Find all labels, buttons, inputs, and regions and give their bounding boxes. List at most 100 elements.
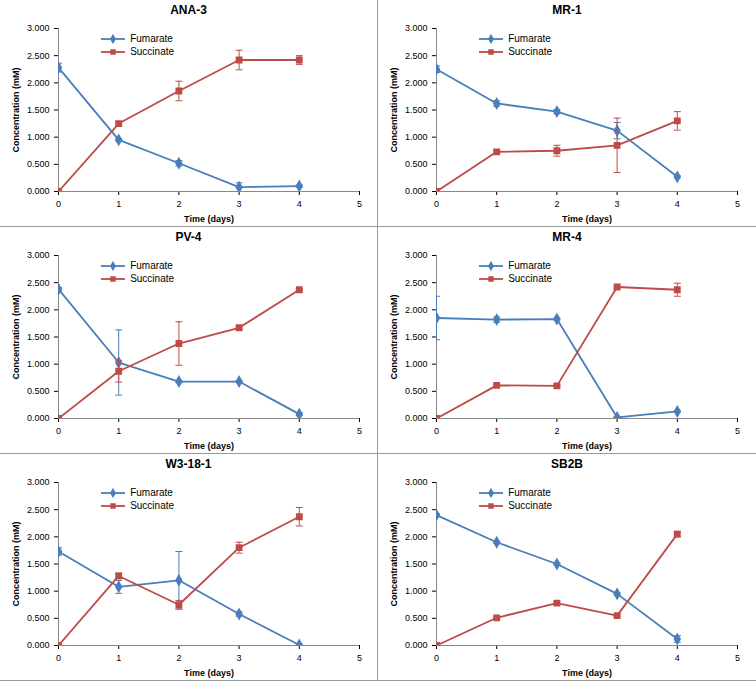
svg-text:1.000: 1.000 [27,586,50,596]
svg-text:4: 4 [675,426,680,436]
svg-text:3.000: 3.000 [405,477,428,487]
svg-text:2.500: 2.500 [405,505,428,515]
svg-text:Concentration (mM): Concentration (mM) [389,68,399,153]
svg-text:2.000: 2.000 [27,532,50,542]
svg-text:2.500: 2.500 [27,278,50,288]
svg-text:3: 3 [237,199,242,209]
svg-text:4: 4 [297,426,302,436]
svg-text:1: 1 [116,653,121,663]
svg-text:1.000: 1.000 [27,359,50,369]
svg-text:0: 0 [434,653,439,663]
html-text:PV-4: PV-4 [175,230,202,244]
svg-text:3: 3 [237,653,242,663]
svg-text:1.500: 1.500 [27,332,50,342]
svg-text:0: 0 [434,426,439,436]
svg-text:0.000: 0.000 [27,413,50,423]
svg-text:2: 2 [554,199,559,209]
svg-text:Time (days): Time (days) [184,214,234,224]
svg-text:Time (days): Time (days) [184,668,234,678]
svg-text:2: 2 [176,426,181,436]
svg-text:1: 1 [494,653,499,663]
svg-text:4: 4 [675,199,680,209]
svg-text:1: 1 [494,199,499,209]
svg-text:3.000: 3.000 [27,477,50,487]
svg-text:2: 2 [554,653,559,663]
svg-text:2.500: 2.500 [27,51,50,61]
svg-text:Concentration (mM): Concentration (mM) [389,295,399,380]
svg-text:0.500: 0.500 [405,159,428,169]
html-text:Succinate: Succinate [508,46,552,57]
svg-text:0: 0 [56,426,61,436]
svg-text:1.500: 1.500 [27,559,50,569]
svg-text:2: 2 [176,653,181,663]
svg-text:2.500: 2.500 [405,51,428,61]
svg-text:2.000: 2.000 [405,532,428,542]
svg-text:5: 5 [357,199,362,209]
svg-text:Concentration (mM): Concentration (mM) [11,522,21,607]
svg-text:5: 5 [735,199,740,209]
html-text:Fumarate: Fumarate [130,33,173,44]
svg-text:4: 4 [297,199,302,209]
svg-text:1: 1 [116,199,121,209]
html-text:SB2B: SB2B [551,457,583,471]
svg-text:1.000: 1.000 [405,132,428,142]
svg-text:4: 4 [675,653,680,663]
svg-text:2: 2 [176,199,181,209]
svg-text:2: 2 [554,426,559,436]
svg-text:2.500: 2.500 [27,505,50,515]
svg-text:1.500: 1.500 [405,105,428,115]
svg-text:3.000: 3.000 [405,250,428,260]
svg-text:5: 5 [735,653,740,663]
svg-text:5: 5 [735,426,740,436]
svg-text:Time (days): Time (days) [562,214,612,224]
svg-text:3.000: 3.000 [405,23,428,33]
svg-text:2.000: 2.000 [405,305,428,315]
svg-text:3: 3 [615,426,620,436]
svg-text:0: 0 [56,653,61,663]
svg-text:3: 3 [615,199,620,209]
svg-text:2.000: 2.000 [27,305,50,315]
html-text:ANA-3: ANA-3 [170,3,207,17]
svg-text:0.500: 0.500 [27,159,50,169]
svg-text:0.500: 0.500 [27,386,50,396]
svg-text:0.000: 0.000 [405,186,428,196]
svg-text:5: 5 [357,426,362,436]
html-text:Fumarate: Fumarate [508,33,551,44]
svg-text:3: 3 [615,653,620,663]
svg-text:1: 1 [116,426,121,436]
svg-text:0.500: 0.500 [405,386,428,396]
svg-text:2.500: 2.500 [405,278,428,288]
svg-text:Concentration (mM): Concentration (mM) [11,68,21,153]
svg-text:1.500: 1.500 [27,105,50,115]
svg-text:0.000: 0.000 [27,640,50,650]
svg-text:0: 0 [56,199,61,209]
svg-text:1.500: 1.500 [405,559,428,569]
svg-text:Concentration (mM): Concentration (mM) [389,522,399,607]
svg-text:Concentration (mM): Concentration (mM) [11,295,21,380]
svg-text:0: 0 [434,199,439,209]
svg-text:5: 5 [357,653,362,663]
html-text:W3-18-1: W3-18-1 [165,457,212,471]
svg-text:0.000: 0.000 [405,413,428,423]
svg-text:3.000: 3.000 [27,23,50,33]
svg-text:0.000: 0.000 [27,186,50,196]
svg-text:Time (days): Time (days) [184,441,234,451]
svg-text:1.000: 1.000 [405,359,428,369]
html-text:MR-4: MR-4 [552,230,582,244]
svg-text:1.000: 1.000 [27,132,50,142]
svg-text:1.000: 1.000 [405,586,428,596]
html-text:Succinate: Succinate [130,46,174,57]
svg-text:Time (days): Time (days) [562,668,612,678]
svg-text:1: 1 [494,426,499,436]
svg-text:0.500: 0.500 [27,613,50,623]
svg-text:Time (days): Time (days) [562,441,612,451]
svg-text:4: 4 [297,653,302,663]
svg-text:1.500: 1.500 [405,332,428,342]
svg-text:0.500: 0.500 [405,613,428,623]
svg-text:3: 3 [237,426,242,436]
svg-text:0.000: 0.000 [405,640,428,650]
svg-text:3.000: 3.000 [27,250,50,260]
svg-text:2.000: 2.000 [27,78,50,88]
html-text:MR-1: MR-1 [552,3,582,17]
svg-text:2.000: 2.000 [405,78,428,88]
